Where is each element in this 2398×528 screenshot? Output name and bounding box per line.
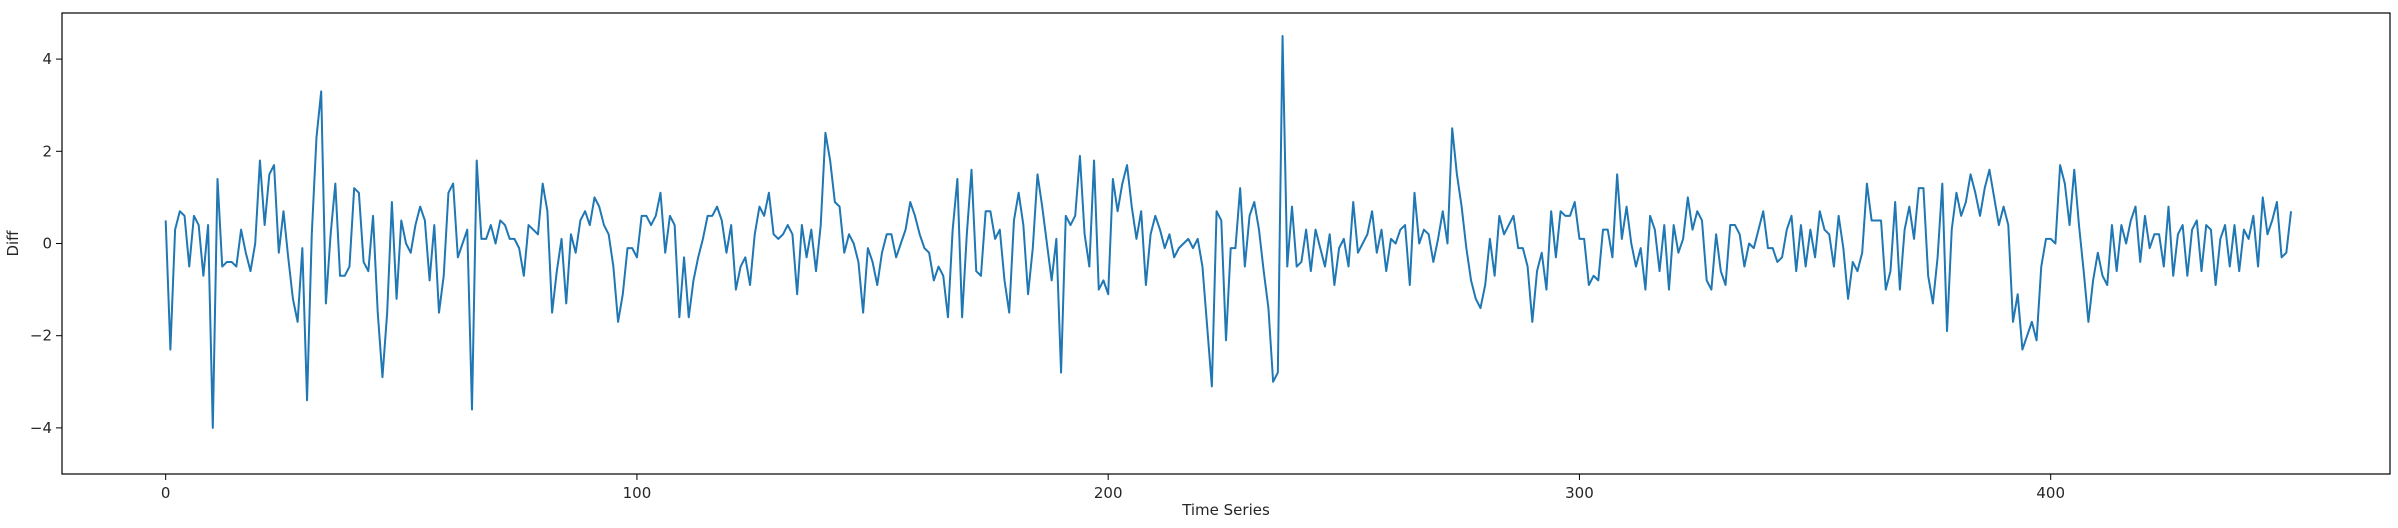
y-tick-label: 0 (42, 235, 52, 253)
y-tick-label: −4 (30, 419, 52, 437)
series-line (164, 35, 2293, 429)
y-tick-label: 2 (42, 142, 52, 160)
axis-ticks: 0 100 200 300 400 −4 −2 0 2 4 (30, 50, 2065, 502)
x-tick-label: 200 (1094, 484, 1123, 502)
y-axis-label: Diff (4, 230, 22, 257)
plot-area (164, 35, 2293, 429)
plot-frame (61, 12, 2391, 475)
y-tick-label: 4 (42, 50, 52, 68)
x-tick-label: 100 (623, 484, 652, 502)
x-tick-label: 300 (1565, 484, 1594, 502)
x-tick-label: 0 (161, 484, 171, 502)
y-tick-label: −2 (30, 327, 52, 345)
x-axis-label: Time Series (1181, 501, 1270, 519)
x-tick-label: 400 (2036, 484, 2065, 502)
